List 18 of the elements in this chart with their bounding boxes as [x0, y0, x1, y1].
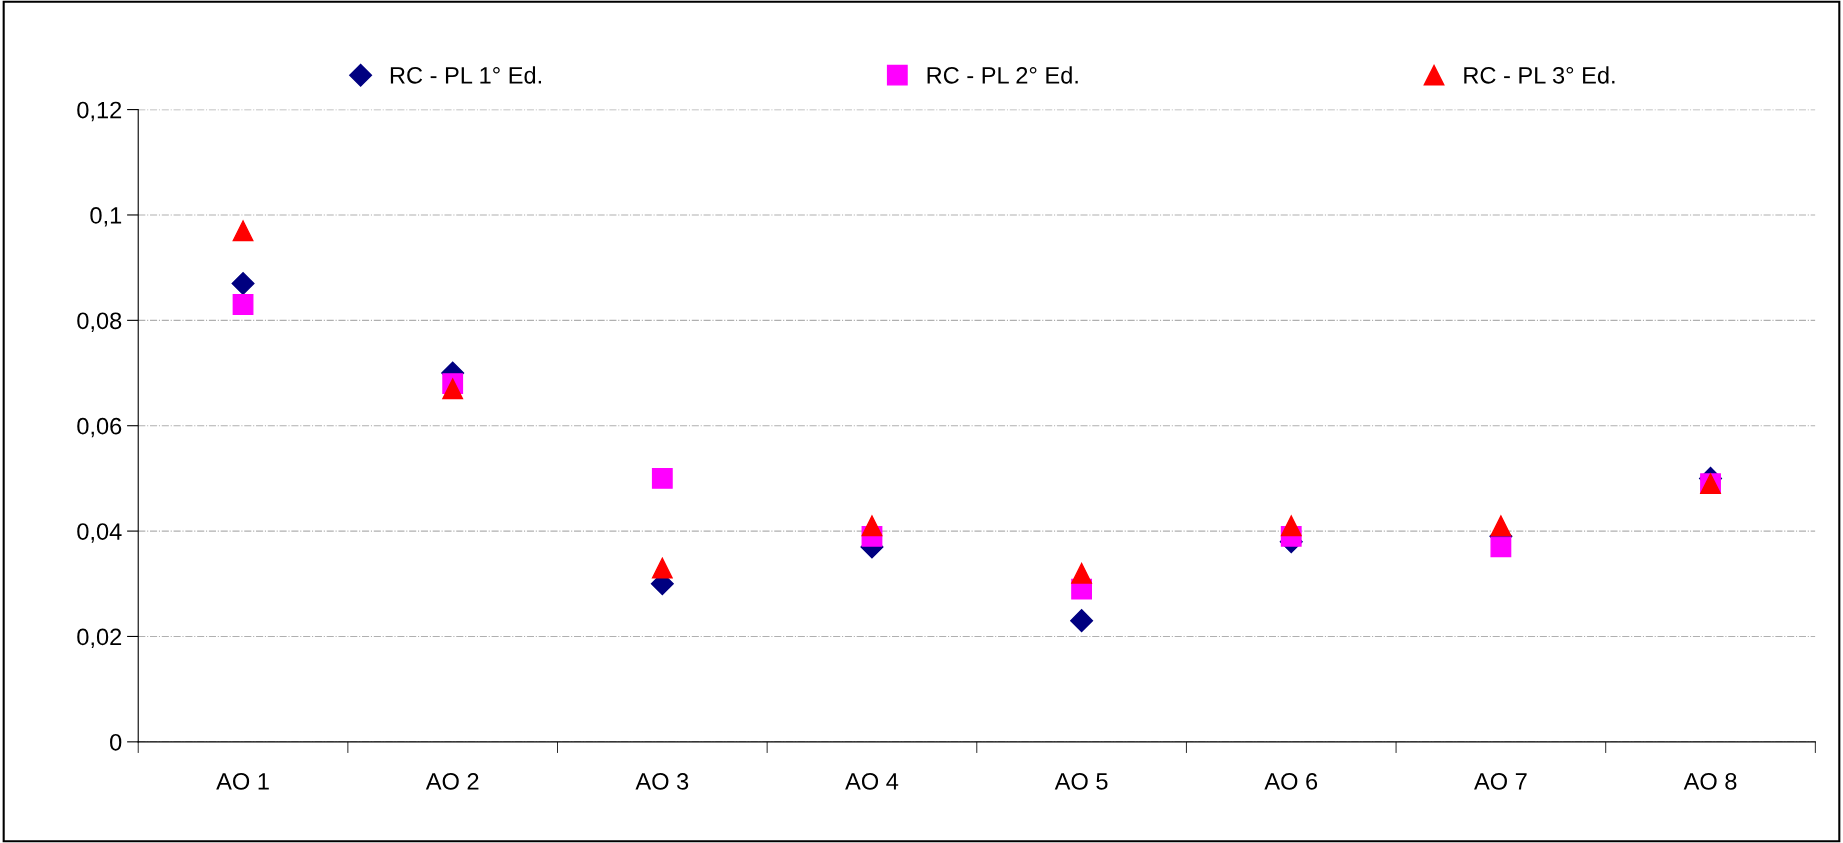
x-tick-label: AO 5 — [1054, 773, 1108, 790]
x-tick-label: AO 8 — [1683, 773, 1737, 790]
x-tick-label: AO 7 — [1474, 773, 1527, 790]
y-tick-label: 0,06 — [77, 417, 122, 438]
legend-label: RC - PL 1° Ed. — [390, 66, 542, 84]
x-tick-label: AO 4 — [845, 773, 899, 790]
legend-label: RC - PL 3° Ed. — [1464, 66, 1615, 84]
y-tick-label: 0,02 — [77, 628, 122, 649]
x-tick-label: AO 3 — [635, 773, 689, 790]
legend-label: RC - PL 2° Ed. — [927, 66, 1078, 84]
y-tick-label: 0,04 — [77, 523, 122, 543]
x-tick-label: AO 2 — [425, 773, 479, 790]
y-tick-label: 0,08 — [77, 312, 122, 332]
y-tick-label: 0,1 — [90, 207, 122, 227]
y-tick-label: 0 — [110, 733, 122, 751]
x-tick-label: AO 1 — [216, 773, 269, 790]
x-tick-label: AO 6 — [1264, 773, 1318, 790]
y-tick-label: 0,12 — [77, 101, 122, 122]
